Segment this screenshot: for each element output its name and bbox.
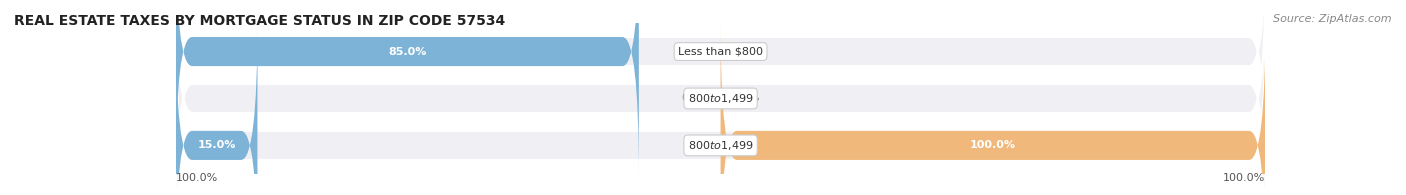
Text: 100.0%: 100.0%: [176, 173, 218, 183]
Text: 100.0%: 100.0%: [970, 140, 1017, 150]
Text: REAL ESTATE TAXES BY MORTGAGE STATUS IN ZIP CODE 57534: REAL ESTATE TAXES BY MORTGAGE STATUS IN …: [14, 14, 505, 28]
Text: Source: ZipAtlas.com: Source: ZipAtlas.com: [1274, 14, 1392, 24]
FancyBboxPatch shape: [176, 0, 1265, 178]
FancyBboxPatch shape: [176, 19, 1265, 195]
Text: $800 to $1,499: $800 to $1,499: [688, 139, 754, 152]
Text: 100.0%: 100.0%: [1223, 173, 1265, 183]
Text: 15.0%: 15.0%: [197, 140, 236, 150]
FancyBboxPatch shape: [176, 0, 1265, 195]
Text: 0.0%: 0.0%: [682, 93, 710, 104]
Text: 0.0%: 0.0%: [731, 47, 759, 57]
Text: $800 to $1,499: $800 to $1,499: [688, 92, 754, 105]
FancyBboxPatch shape: [721, 19, 1265, 195]
FancyBboxPatch shape: [176, 0, 638, 178]
Text: 0.0%: 0.0%: [731, 93, 759, 104]
Text: 85.0%: 85.0%: [388, 47, 426, 57]
Text: Less than $800: Less than $800: [678, 47, 763, 57]
FancyBboxPatch shape: [176, 19, 257, 195]
